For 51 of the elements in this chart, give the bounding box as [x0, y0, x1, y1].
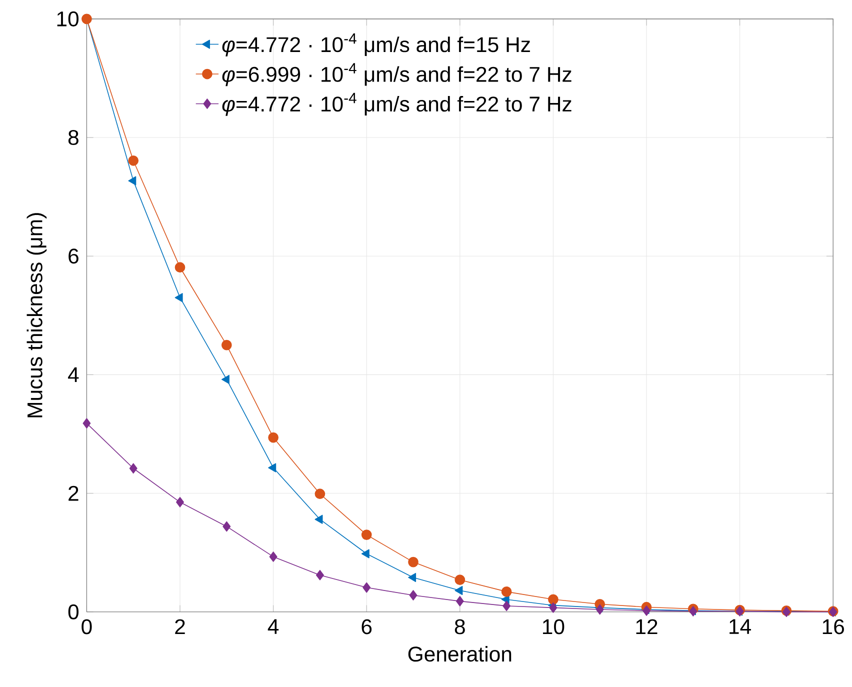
x-tick-label: 10 — [543, 619, 564, 634]
x-tick-label: 4 — [268, 619, 279, 634]
point — [128, 156, 139, 166]
point — [174, 293, 183, 302]
x-axis-title: Generation — [408, 646, 512, 662]
point — [408, 557, 418, 568]
point — [221, 375, 230, 384]
point — [221, 340, 232, 350]
point — [128, 176, 136, 186]
x-tick-label: 12 — [636, 619, 658, 634]
legend-label: φ=6.999 · 10$^{-4}$ μm/s and f=22 to 7 Hz — [222, 63, 572, 86]
y-tick-label: 8 — [68, 130, 78, 146]
point — [502, 600, 511, 612]
point — [362, 582, 371, 593]
point — [314, 515, 323, 524]
point — [549, 602, 558, 614]
x-tick-label: 14 — [730, 619, 751, 634]
y-tick-label: 0 — [68, 604, 79, 620]
y-tick-label: 10 — [57, 12, 79, 27]
point — [361, 549, 370, 558]
point — [82, 418, 91, 429]
y-axis-title: Mucus thickness (μm) — [26, 213, 47, 418]
point — [222, 521, 231, 532]
point — [501, 586, 512, 598]
point — [548, 594, 558, 605]
y-tick-label: 6 — [68, 248, 78, 264]
point — [176, 497, 184, 508]
y-tick-label: 2 — [68, 486, 78, 501]
x-tick-label: 8 — [454, 619, 465, 634]
y-tick-label: 4 — [68, 368, 79, 382]
point — [82, 14, 92, 24]
point — [454, 586, 463, 596]
point — [129, 463, 138, 474]
point — [268, 432, 278, 443]
point — [316, 570, 324, 580]
x-tick-label: 16 — [822, 619, 844, 634]
x-tick-label: 0 — [82, 619, 92, 634]
point — [408, 573, 416, 582]
point — [268, 463, 276, 473]
point — [409, 590, 418, 601]
x-tick-label: 2 — [175, 619, 185, 634]
legend-label: φ=4.772 · 10$^{-4}$ μm/s and f=15 Hz — [222, 34, 530, 57]
point — [269, 552, 278, 562]
point — [596, 604, 604, 615]
point — [456, 596, 464, 607]
x-tick-label: 6 — [362, 619, 372, 634]
point — [174, 262, 186, 273]
point — [361, 530, 372, 540]
point — [314, 488, 326, 500]
legend-label: φ=4.772 · 10$^{-4}$ μm/s and f=22 to 7 Hz — [222, 93, 572, 116]
point — [454, 574, 466, 586]
